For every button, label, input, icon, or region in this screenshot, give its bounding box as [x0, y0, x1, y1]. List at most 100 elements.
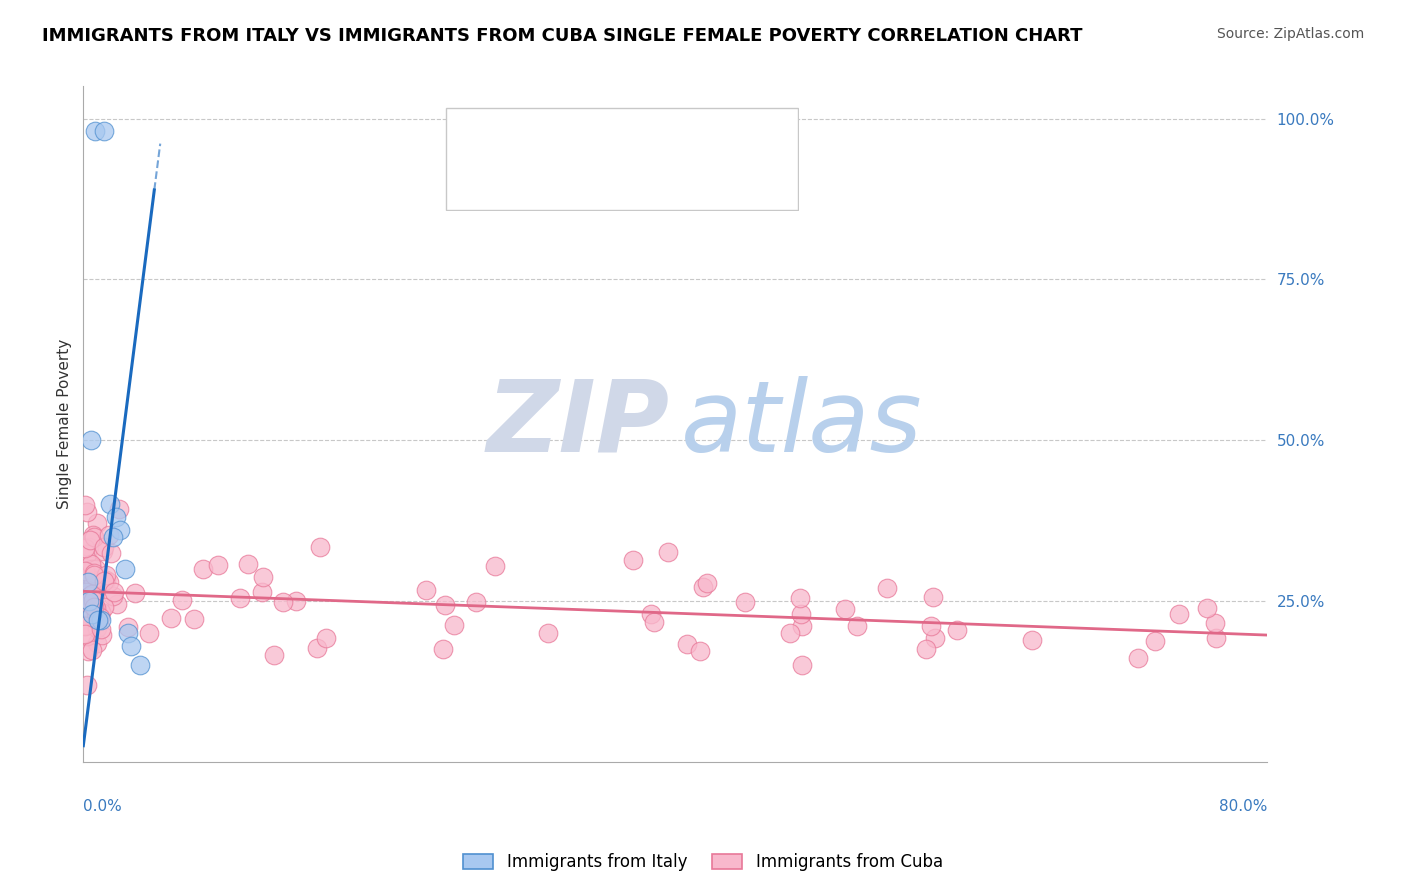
Point: [73, 588, 96, 602]
Point: [82, 528, 104, 542]
Point: [170, 593, 193, 607]
Point: [86, 516, 108, 530]
Point: [1143, 633, 1166, 648]
Point: [945, 623, 967, 637]
Text: Source: ZipAtlas.com: Source: ZipAtlas.com: [1216, 27, 1364, 41]
Point: [76, 570, 98, 584]
Point: [273, 595, 295, 609]
Point: [73, 574, 96, 589]
Text: ZIP: ZIP: [486, 376, 669, 473]
Point: [93, 600, 115, 615]
Point: [79, 608, 101, 623]
Point: [80, 590, 103, 604]
Text: 80.0%: 80.0%: [1219, 799, 1267, 814]
Point: [80, 558, 103, 573]
Point: [75, 561, 97, 575]
Point: [75, 585, 97, 599]
Point: [621, 553, 644, 567]
Point: [1205, 631, 1227, 645]
Point: [75, 618, 97, 632]
Point: [876, 581, 898, 595]
Point: [692, 580, 714, 594]
Point: [73, 564, 96, 578]
Point: [75, 498, 97, 512]
Point: [93, 574, 115, 588]
Point: [96, 567, 118, 582]
Point: [117, 626, 139, 640]
Point: [77, 594, 100, 608]
Point: [1195, 601, 1218, 615]
Point: [83, 567, 105, 582]
Point: [191, 562, 214, 576]
Point: [789, 591, 811, 605]
Point: [73, 541, 96, 556]
Point: [675, 637, 697, 651]
Point: [924, 631, 946, 645]
Point: [100, 546, 122, 560]
Point: [94, 574, 117, 588]
Point: [73, 595, 96, 609]
Point: [464, 595, 486, 609]
Point: [79, 596, 101, 610]
Point: [87, 613, 110, 627]
Point: [82, 643, 104, 657]
Point: [114, 562, 136, 576]
Point: [83, 581, 105, 595]
Point: [537, 626, 560, 640]
Point: [640, 607, 662, 622]
Point: [696, 575, 718, 590]
Point: [79, 533, 101, 548]
Point: [76, 547, 98, 561]
Point: [98, 527, 121, 541]
Point: [484, 558, 506, 573]
Point: [108, 502, 131, 516]
Point: [93, 540, 115, 554]
Point: [91, 544, 114, 558]
Point: [315, 632, 337, 646]
Point: [415, 582, 437, 597]
Point: [779, 625, 801, 640]
Point: [124, 586, 146, 600]
Point: [1204, 616, 1226, 631]
Point: [846, 619, 869, 633]
Point: [207, 558, 229, 573]
Point: [252, 570, 274, 584]
Point: [80, 562, 103, 576]
Point: [90, 605, 112, 619]
Point: [657, 545, 679, 559]
Point: [83, 600, 105, 615]
Point: [159, 611, 181, 625]
Point: [86, 621, 108, 635]
Point: [90, 622, 112, 636]
Point: [98, 498, 121, 512]
Point: [77, 541, 100, 555]
Point: [90, 628, 112, 642]
Point: [138, 626, 160, 640]
Point: [80, 433, 103, 447]
Point: [73, 627, 96, 641]
Point: [104, 510, 127, 524]
Point: [86, 600, 108, 615]
Point: [689, 644, 711, 658]
Point: [734, 595, 756, 609]
Point: [790, 658, 813, 673]
Legend: Immigrants from Italy, Immigrants from Cuba: Immigrants from Italy, Immigrants from C…: [456, 845, 950, 880]
Point: [76, 574, 98, 589]
Point: [309, 540, 332, 554]
Point: [80, 587, 103, 601]
Point: [285, 594, 308, 608]
Point: [307, 640, 329, 655]
Point: [73, 574, 96, 588]
Point: [84, 124, 107, 138]
Point: [920, 618, 942, 632]
Text: atlas: atlas: [681, 376, 922, 473]
Point: [83, 574, 105, 588]
Point: [128, 658, 150, 673]
Point: [1021, 632, 1043, 647]
Point: [110, 523, 132, 537]
Point: [97, 574, 120, 589]
Point: [228, 591, 250, 605]
Point: [83, 530, 105, 544]
Point: [263, 648, 285, 662]
Point: [252, 585, 274, 599]
